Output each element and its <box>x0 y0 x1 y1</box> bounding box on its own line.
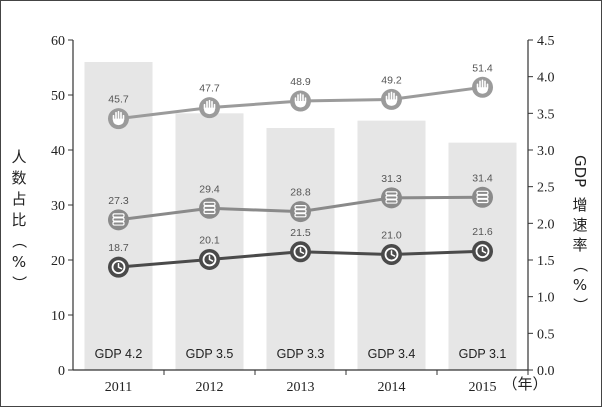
left-tick-label: 10 <box>51 309 65 324</box>
svg-text:数: 数 <box>11 169 26 187</box>
clock-icon <box>381 244 402 265</box>
right-axis-title: GDP 增速率 （% ） <box>571 155 589 313</box>
data-label: 20.1 <box>199 234 220 246</box>
data-label: 47.7 <box>199 83 220 95</box>
clock-icon <box>108 256 129 278</box>
data-label: 45.7 <box>108 94 129 106</box>
svg-text:速: 速 <box>572 216 587 234</box>
hand-icon <box>381 88 402 110</box>
right-tick-label: 1.5 <box>537 254 555 269</box>
svg-text:比: 比 <box>11 211 26 229</box>
bar-label: GDP 4.2 <box>95 347 143 361</box>
svg-text:（: （ <box>10 233 28 248</box>
right-tick-label: 1.0 <box>537 291 555 306</box>
x-axis-unit: （年） <box>503 375 548 393</box>
right-tick-label: 3.0 <box>537 144 555 159</box>
data-label: 21.0 <box>381 230 402 242</box>
right-tick-label: 2.5 <box>537 181 555 196</box>
hand-icon <box>199 97 220 119</box>
hand-icon <box>108 108 129 130</box>
coin-stack-icon <box>290 201 311 223</box>
right-tick-label: 0.5 <box>537 327 555 342</box>
left-tick-label: 40 <box>51 144 65 159</box>
left-tick-label: 30 <box>51 199 65 214</box>
bar <box>175 113 244 370</box>
left-tick-label: 50 <box>51 89 65 104</box>
clock-icon <box>199 248 220 270</box>
svg-text:）: ） <box>571 297 589 312</box>
svg-text:占: 占 <box>11 190 26 208</box>
svg-text:（: （ <box>571 257 589 272</box>
left-tick-label: 20 <box>51 254 65 269</box>
data-label: 29.4 <box>199 183 220 195</box>
x-tick-label: 2011 <box>105 380 132 395</box>
x-tick-label: 2014 <box>378 380 406 395</box>
data-label: 21.5 <box>290 227 311 239</box>
bar-label: GDP 3.3 <box>277 347 325 361</box>
left-tick-label: 60 <box>51 34 65 49</box>
svg-text:GDP: GDP <box>571 155 589 187</box>
right-tick-label: 4.5 <box>537 34 555 49</box>
x-tick-label: 2013 <box>287 380 315 395</box>
bar-label: GDP 3.1 <box>459 347 507 361</box>
coin-stack-icon <box>199 197 220 219</box>
data-label: 51.4 <box>472 62 493 74</box>
coin-stack-icon <box>381 187 402 209</box>
hand-icon <box>290 90 311 112</box>
right-tick-label: 2.0 <box>537 217 555 232</box>
right-tick-label: 0.0 <box>537 364 555 379</box>
right-tick-label: 4.0 <box>537 71 555 86</box>
x-tick-label: 2015 <box>469 380 497 395</box>
left-tick-label: 0 <box>58 364 65 379</box>
svg-text:%: % <box>573 276 587 294</box>
clock-icon <box>290 241 311 263</box>
x-tick-label: 2012 <box>196 380 224 395</box>
coin-stack-icon <box>472 186 493 208</box>
data-label: 21.6 <box>472 226 493 238</box>
data-label: 31.4 <box>472 172 493 184</box>
hand-icon <box>472 76 493 98</box>
svg-text:人: 人 <box>11 148 26 166</box>
coin-stack-icon <box>108 209 129 231</box>
svg-text:增: 增 <box>572 196 587 214</box>
data-label: 31.3 <box>381 173 402 185</box>
data-label: 27.3 <box>108 195 129 207</box>
data-label: 18.7 <box>108 242 129 254</box>
bar-label: GDP 3.4 <box>368 347 416 361</box>
data-label: 48.9 <box>290 76 311 88</box>
svg-text:率: 率 <box>572 236 587 254</box>
svg-text:%: % <box>12 253 26 271</box>
data-label: 28.8 <box>290 187 311 199</box>
right-tick-label: 3.5 <box>537 107 555 122</box>
bar-label: GDP 3.5 <box>186 347 234 361</box>
data-label: 49.2 <box>381 74 402 86</box>
clock-icon <box>472 240 493 262</box>
svg-text:）: ） <box>10 275 28 290</box>
